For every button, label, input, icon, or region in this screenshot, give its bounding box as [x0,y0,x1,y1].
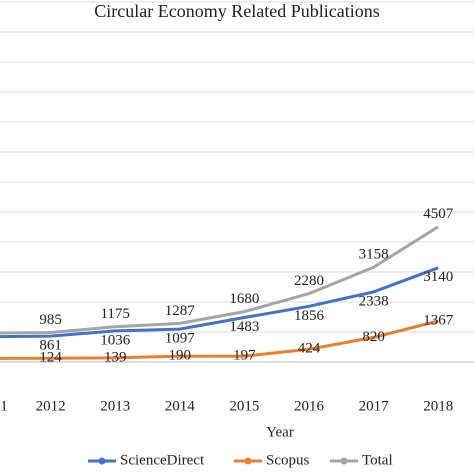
data-label: 190 [169,348,192,364]
data-label: 1483 [229,319,259,335]
x-tick-label: 2015 [229,398,259,414]
data-label: 985 [39,312,62,328]
data-label: 820 [362,329,385,345]
data-label: 139 [104,349,127,365]
series-line [0,319,439,360]
x-tick-label: 2018 [423,398,453,414]
data-label: 3140 [423,269,453,285]
data-label: 2280 [294,273,324,289]
data-label: 197 [233,348,256,364]
legend-marker [244,457,252,465]
data-label: 3158 [359,247,389,263]
legend-marker [98,457,106,465]
data-label: 424 [298,341,321,357]
series-line [0,225,439,335]
data-label: 861 [39,338,62,354]
data-label: 4507 [423,206,454,222]
data-label: 1680 [229,291,259,307]
series-line [0,266,439,339]
legend-label: Scopus [266,452,310,468]
data-label: 1856 [294,308,325,324]
x-tick-label: 2016 [294,398,325,414]
x-tick-label: 2013 [100,398,130,414]
chart-title: Circular Economy Related Publications [94,1,379,21]
legend-label: Total [362,452,393,468]
data-label: 1036 [100,332,131,348]
x-tick-label: 2014 [165,398,196,414]
x-tick-label: 2017 [359,398,390,414]
x-tick-label: 1 [0,398,8,414]
x-axis-label: Year [266,424,294,440]
legend-label: ScienceDirect [120,452,205,468]
legend-marker [340,457,348,465]
x-tick-label: 2012 [36,398,66,414]
data-label: 1175 [100,306,129,322]
data-label: 1287 [165,303,196,319]
data-label: 2338 [359,293,389,309]
data-label: 124 [39,350,62,366]
data-label: 1367 [423,312,454,328]
data-label: 1097 [165,331,196,347]
